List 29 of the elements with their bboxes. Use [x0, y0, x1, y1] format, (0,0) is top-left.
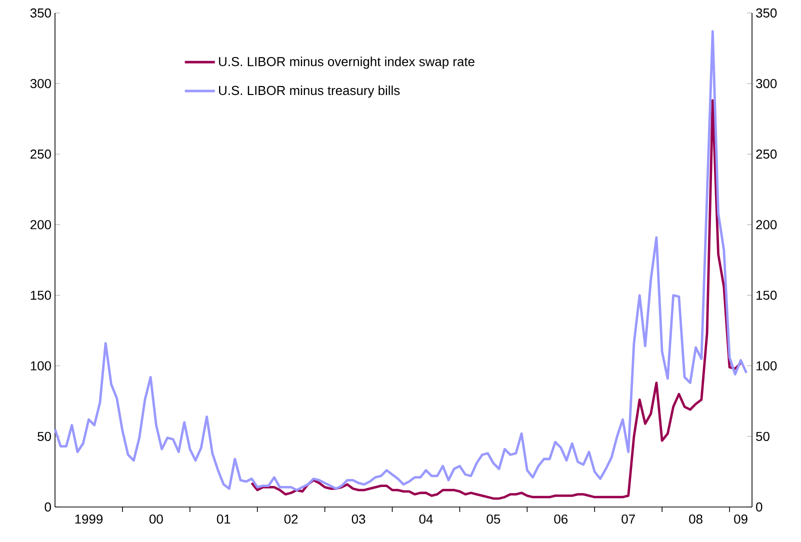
y2-tick-label: 100	[30, 361, 51, 370]
y-tick-label: 300	[756, 78, 777, 88]
y2-tick-label: 0	[44, 502, 51, 512]
y-tick-label: 50	[756, 432, 770, 441]
x-tick-label: 02	[284, 514, 298, 524]
y2-tick-label: 300	[30, 78, 51, 88]
y-tick-label: 350	[756, 8, 777, 18]
y2-tick-label: 350	[30, 8, 51, 18]
y-tick-label: 0	[756, 502, 762, 512]
y-tick-label: 250	[756, 150, 777, 159]
y2-tick-label: 150	[30, 290, 51, 300]
y2-tick-label: 200	[30, 220, 51, 230]
x-tick-label: 01	[216, 514, 230, 524]
x-tick-label: 07	[622, 514, 635, 524]
y2-tick-label: 250	[30, 150, 51, 159]
x-tick-label: 08	[689, 514, 702, 524]
y-tick-label: 200	[756, 220, 777, 230]
x-tick-label: 1999	[75, 514, 103, 524]
y-tick-label: 150	[756, 290, 777, 300]
x-tick-label: 04	[419, 514, 433, 524]
legend-label: U.S. LIBOR minus treasury bills	[219, 86, 400, 98]
x-tick-label: 05	[486, 514, 500, 524]
x-tick-label: 09	[734, 514, 748, 524]
y2-tick-label: 50	[38, 432, 51, 441]
x-tick-label: 03	[352, 514, 366, 524]
x-tick-label: 00	[149, 514, 163, 524]
y-tick-label: 100	[756, 361, 777, 370]
x-tick-label: 06	[554, 514, 568, 524]
legend-label: U.S. LIBOR minus overnight index swap rate	[219, 56, 474, 69]
